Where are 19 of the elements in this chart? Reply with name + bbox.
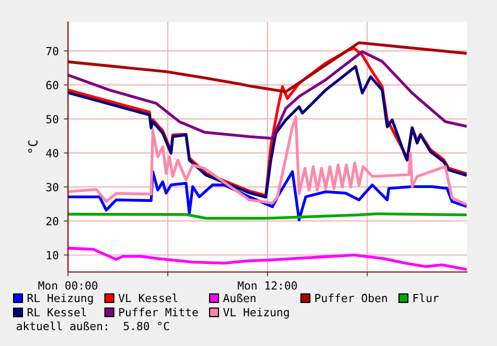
legend-label: VL Kessel <box>118 294 178 302</box>
y-tick-label: 40 <box>46 148 58 158</box>
legend-label: RL Heizung <box>28 294 93 304</box>
legend-label: RL Kessel <box>28 308 86 316</box>
y-tick-label: 50 <box>46 114 58 124</box>
legend-label: Außen <box>223 294 256 302</box>
y-tick-label: 20 <box>46 216 58 226</box>
y-tick-label: 70 <box>46 46 58 56</box>
text: aktuell außen: 5.80 °C <box>16 322 169 330</box>
legend-label: VL Heizung <box>223 308 289 319</box>
legend-label: Puffer Mitte <box>119 308 198 316</box>
y-tick-label: 60 <box>46 80 58 90</box>
legend-label: Flur <box>414 294 439 302</box>
y-tick-label: 30 <box>46 182 58 192</box>
x-tick-label: Mon 00:00 <box>38 281 98 290</box>
y-axis-title: °C <box>28 140 38 153</box>
legend-label: Puffer Oben <box>315 294 387 302</box>
x-tick-label: Mon 12:00 <box>238 281 297 290</box>
y-tick-label: 10 <box>46 251 58 260</box>
